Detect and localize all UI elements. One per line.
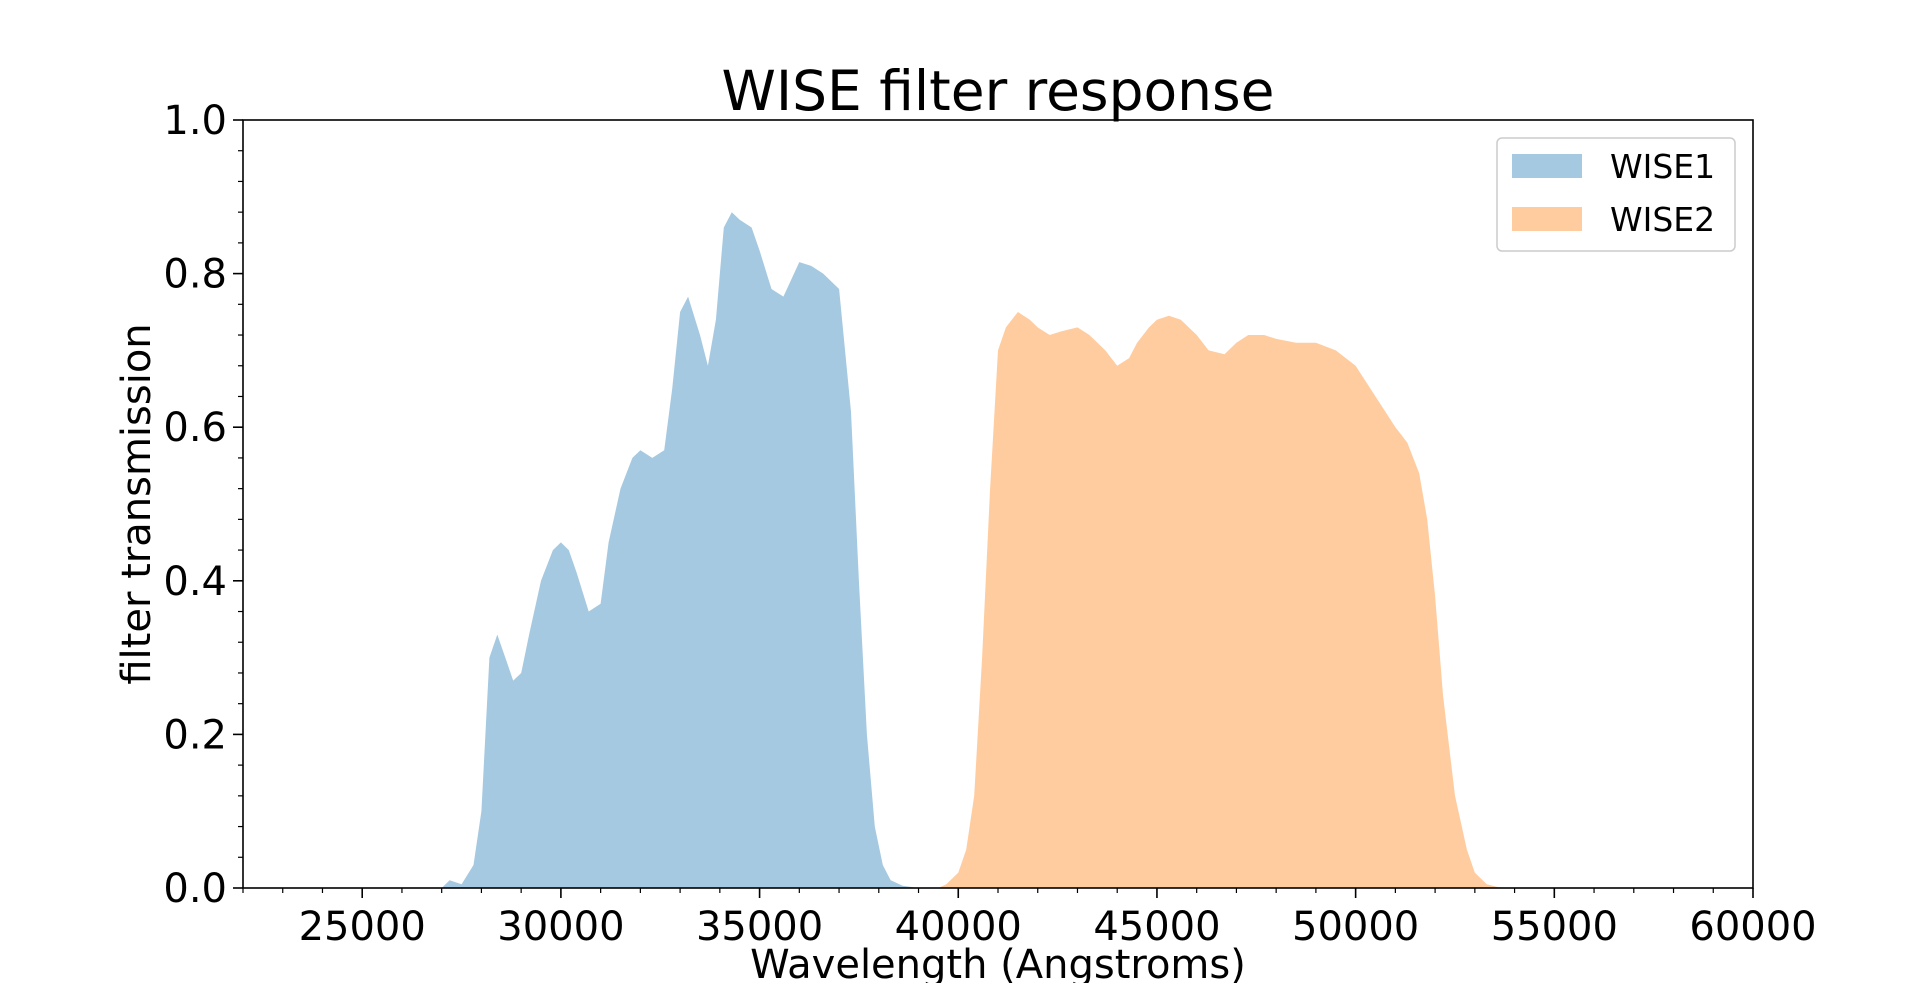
x-tick-label: 35000 bbox=[696, 904, 823, 950]
x-tick-label: 55000 bbox=[1491, 904, 1618, 950]
x-tick-label: 40000 bbox=[895, 904, 1022, 950]
x-tick-label: 30000 bbox=[497, 904, 624, 950]
y-tick-label: 1.0 bbox=[163, 98, 227, 144]
x-axis-label: Wavelength (Angstroms) bbox=[750, 942, 1246, 983]
x-tick-label: 60000 bbox=[1689, 904, 1816, 950]
y-axis-label: filter transmission bbox=[114, 323, 160, 684]
y-tick-label: 0.4 bbox=[163, 559, 227, 605]
area-wise1 bbox=[441, 212, 939, 888]
legend-swatch-wise2 bbox=[1512, 207, 1582, 231]
x-tick-label: 45000 bbox=[1093, 904, 1220, 950]
legend: WISE1 WISE2 bbox=[1496, 137, 1736, 252]
y-tick-label: 0.2 bbox=[163, 712, 227, 758]
y-tick-label: 0.8 bbox=[163, 252, 227, 298]
legend-label-wise1: WISE1 bbox=[1610, 147, 1715, 186]
x-tick-label: 50000 bbox=[1292, 904, 1419, 950]
chart-title: WISE filter response bbox=[722, 59, 1275, 123]
area-wise2 bbox=[938, 312, 1515, 888]
legend-box bbox=[1496, 137, 1736, 252]
y-tick-label: 0.6 bbox=[163, 405, 227, 451]
x-tick-label: 25000 bbox=[299, 904, 426, 950]
legend-label-wise2: WISE2 bbox=[1610, 200, 1715, 239]
legend-swatch-wise1 bbox=[1512, 154, 1582, 178]
ticks-layer: 25000 30000 35000 40000 45000 50000 55000 60000… bbox=[163, 98, 1816, 950]
series-layer bbox=[441, 212, 1515, 888]
y-tick-label: 0.0 bbox=[163, 866, 227, 912]
